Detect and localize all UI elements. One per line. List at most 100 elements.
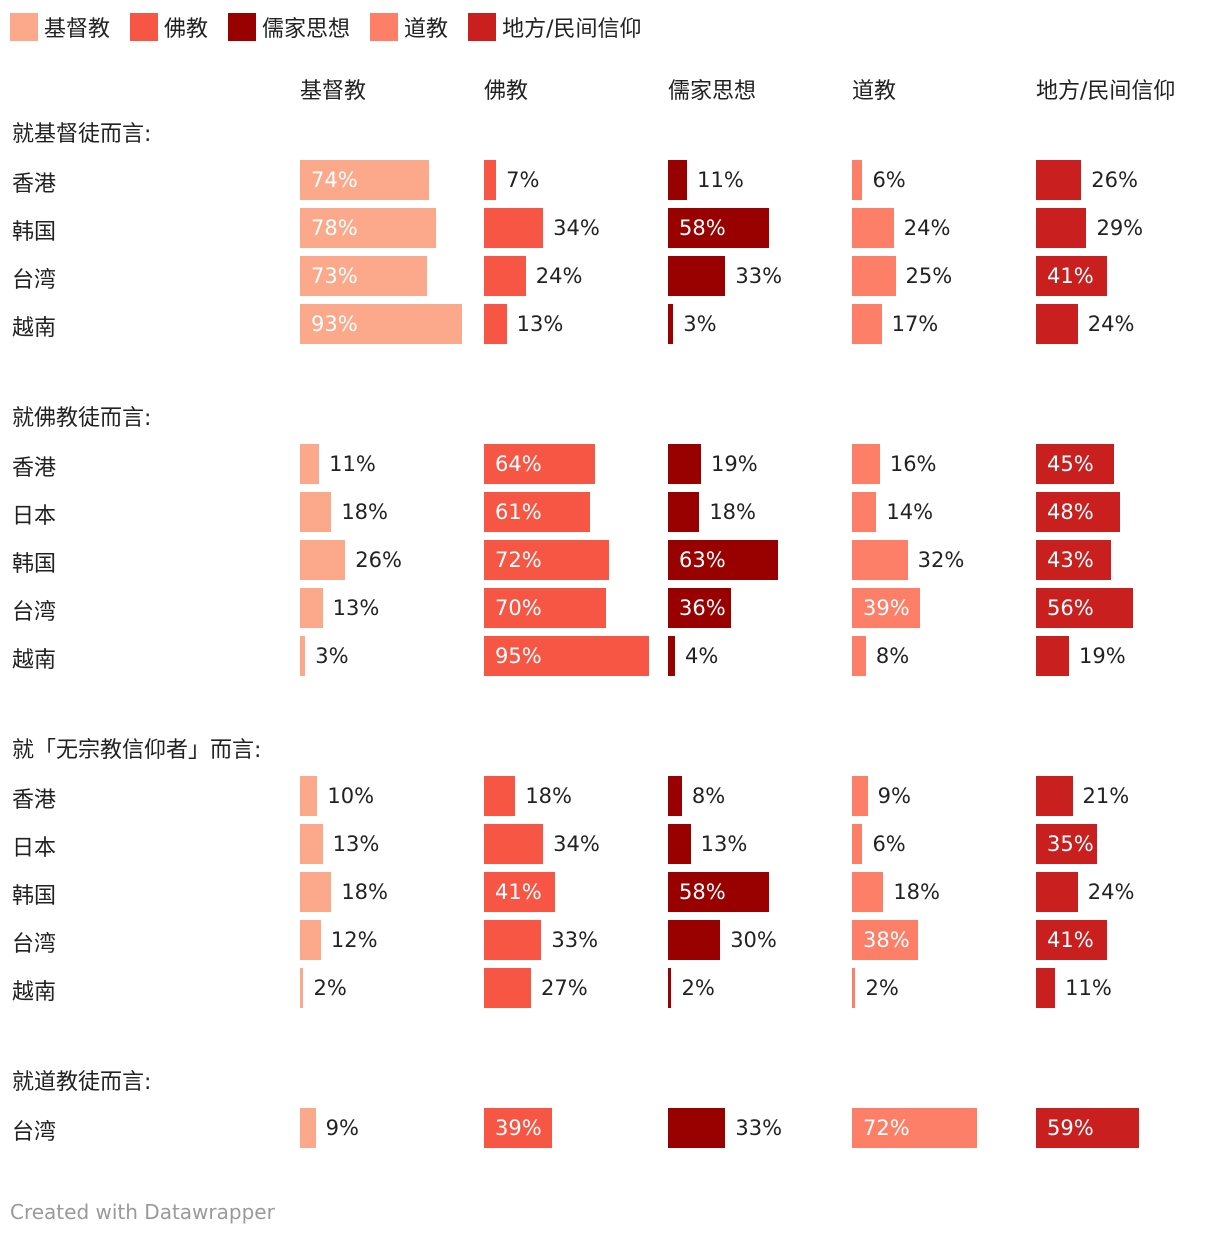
data-label: 2% — [313, 976, 347, 1000]
data-label: 78% — [311, 216, 358, 240]
data-label: 25% — [905, 264, 953, 288]
bar — [852, 968, 856, 1008]
data-label: 18% — [341, 500, 388, 524]
data-label: 3% — [315, 644, 349, 668]
bar — [668, 444, 702, 484]
bar — [668, 540, 778, 580]
bar — [1036, 1108, 1139, 1148]
data-label: 64% — [495, 452, 542, 476]
data-label: 45% — [1047, 452, 1094, 476]
bar — [668, 968, 672, 1008]
data-label: 63% — [679, 548, 726, 572]
bar — [484, 920, 542, 960]
bar — [852, 256, 896, 296]
data-label: 95% — [495, 644, 542, 668]
data-label: 24% — [1087, 880, 1135, 904]
bar — [668, 208, 769, 248]
bar — [668, 588, 731, 628]
data-label: 8% — [875, 644, 910, 668]
bar — [484, 824, 544, 864]
bar — [484, 588, 606, 628]
bar — [484, 776, 516, 816]
data-label: 56% — [1047, 596, 1094, 620]
data-label: 26% — [1091, 168, 1138, 192]
bar — [484, 304, 507, 344]
section-title: 就基督徒而言: — [12, 122, 152, 147]
bar — [484, 444, 596, 484]
legend-item: 地方/民间信仰 — [468, 11, 641, 43]
bar — [1036, 636, 1070, 676]
data-label: 18% — [525, 784, 572, 808]
bar — [668, 872, 769, 912]
row-label: 台湾 — [12, 932, 57, 957]
data-label: 19% — [1079, 644, 1126, 668]
data-label: 72% — [495, 548, 542, 572]
row-label: 越南 — [12, 316, 57, 341]
legend-swatch — [468, 13, 497, 41]
bar — [668, 256, 726, 296]
legend-item: 基督教 — [10, 11, 110, 43]
bar — [1036, 824, 1097, 864]
data-label: 3% — [683, 312, 717, 336]
bar — [300, 968, 304, 1008]
data-label: 48% — [1047, 500, 1094, 524]
bar — [668, 492, 700, 532]
bar — [852, 776, 868, 816]
bar — [1036, 920, 1108, 960]
row-label: 香港 — [12, 788, 57, 813]
bar — [852, 160, 863, 200]
bar — [852, 540, 908, 580]
data-label: 19% — [711, 452, 758, 476]
column-header: 地方/民间信仰 — [1036, 79, 1176, 104]
row-label: 越南 — [12, 980, 57, 1005]
legend-label: 地方/民间信仰 — [502, 17, 642, 42]
bar — [300, 824, 323, 864]
data-label: 27% — [540, 976, 588, 1000]
data-label: 59% — [1047, 1116, 1094, 1140]
data-label: 7% — [506, 168, 540, 192]
bar — [668, 636, 675, 676]
data-label: 39% — [495, 1116, 542, 1140]
data-label: 21% — [1082, 784, 1130, 808]
bar — [484, 968, 531, 1008]
bar — [300, 588, 323, 628]
row-label: 韩国 — [12, 552, 57, 577]
row-label: 台湾 — [12, 268, 57, 293]
bar — [484, 1108, 552, 1148]
data-label: 6% — [872, 168, 906, 192]
data-label: 9% — [877, 784, 911, 808]
column-header: 道教 — [852, 79, 897, 104]
data-label: 39% — [863, 596, 910, 620]
data-label: 24% — [903, 216, 951, 240]
bar — [300, 636, 306, 676]
data-label: 30% — [730, 928, 777, 952]
data-label: 6% — [872, 832, 906, 856]
row-label: 日本 — [12, 836, 57, 861]
bar — [300, 776, 318, 816]
bar — [852, 636, 866, 676]
data-label: 17% — [891, 312, 939, 336]
data-label: 74% — [311, 168, 358, 192]
bar — [1036, 444, 1115, 484]
section-title: 就佛教徒而言: — [12, 406, 152, 431]
legend-label: 道教 — [404, 17, 449, 42]
bar — [300, 492, 332, 532]
bar — [300, 160, 429, 200]
footer-credit: Created with Datawrapper — [10, 1200, 275, 1224]
data-label: 11% — [697, 168, 744, 192]
data-label: 58% — [679, 880, 726, 904]
data-label: 38% — [863, 928, 910, 952]
bar — [852, 304, 882, 344]
data-label: 2% — [865, 976, 899, 1000]
data-label: 33% — [551, 928, 599, 952]
data-label: 43% — [1047, 548, 1094, 572]
data-label: 13% — [516, 312, 564, 336]
data-label: 11% — [329, 452, 376, 476]
row-label: 越南 — [12, 648, 57, 673]
bar — [852, 872, 884, 912]
data-label: 33% — [735, 264, 783, 288]
data-label: 70% — [495, 596, 542, 620]
data-label: 35% — [1047, 832, 1094, 856]
legend-swatch — [130, 13, 159, 41]
